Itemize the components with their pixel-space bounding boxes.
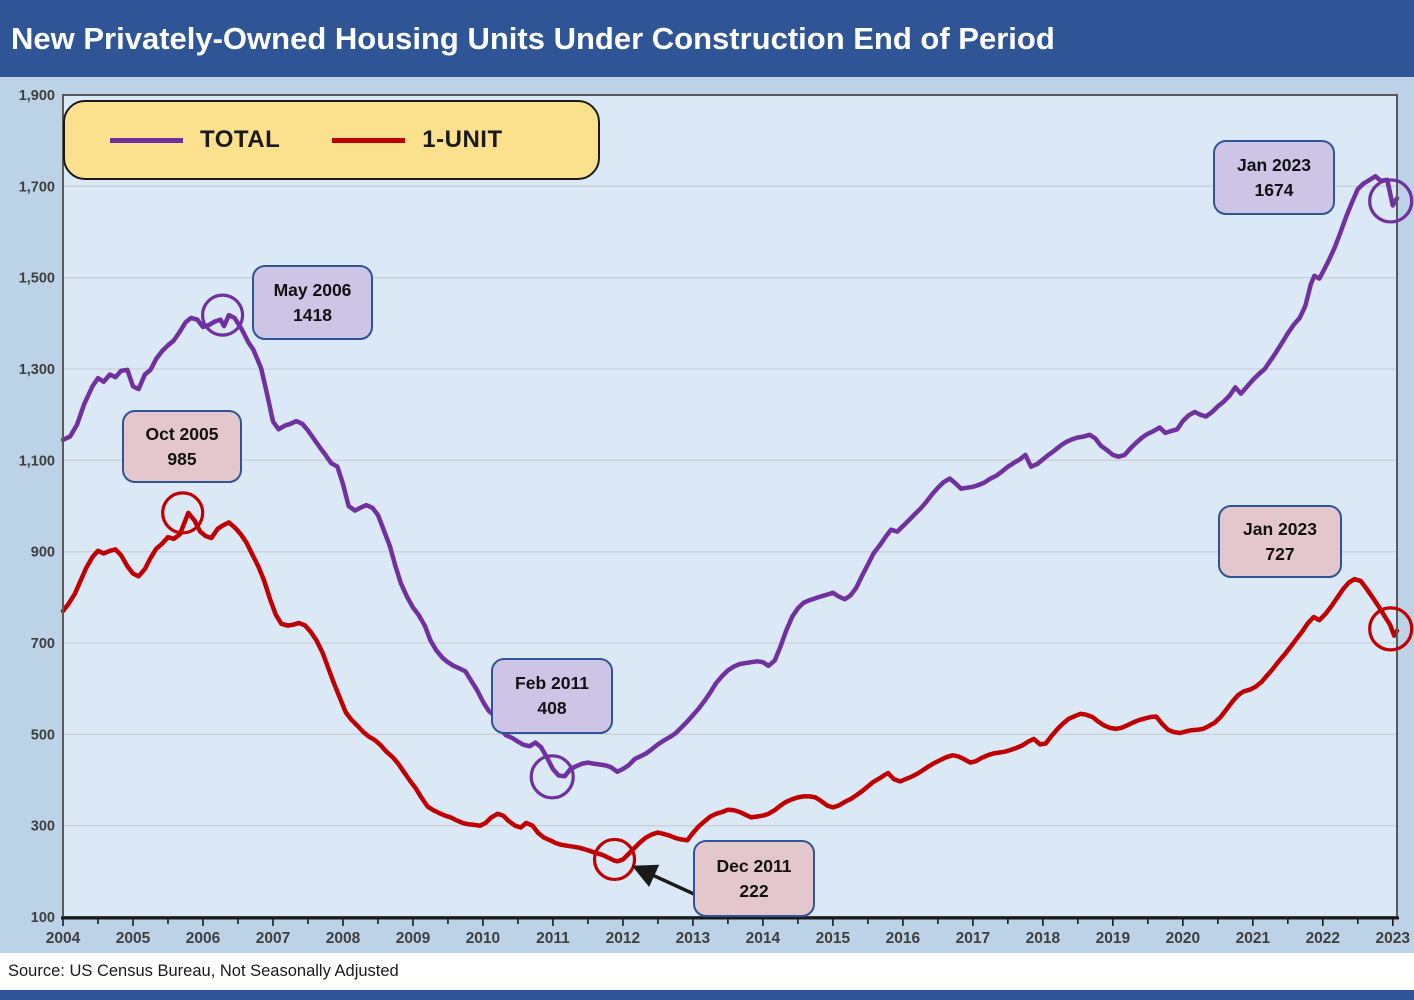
annotation-date: May 2006	[273, 279, 352, 300]
x-tick-label: 2009	[396, 930, 431, 947]
chart-canvas: 2004 2005 2006 2007 2008 2009 2010 2011 2012 2013…	[19, 88, 1414, 947]
x-tick-label: 2011	[536, 930, 570, 947]
y-tick-label: 1,900	[19, 88, 55, 104]
annotation-value: 1418	[293, 304, 332, 325]
x-tick-label: 2015	[816, 930, 851, 947]
annotation-date: Jan 2023	[1237, 154, 1311, 175]
total-line-swatch	[110, 137, 183, 143]
x-tick-label: 2023	[1376, 930, 1411, 947]
x-tick-label: 2010	[466, 930, 500, 947]
y-tick-label: 300	[31, 819, 55, 835]
annotation-jan-2023-total: Jan 2023 1674	[1213, 140, 1335, 215]
y-tick-label: 1,300	[19, 362, 55, 378]
x-tick-label: 2013	[676, 930, 711, 947]
x-tick-label: 2022	[1306, 930, 1340, 947]
source-note: Source: US Census Bureau, Not Seasonally…	[8, 962, 399, 980]
y-tick-label: 1,700	[19, 179, 55, 195]
annotation-feb-2011: Feb 2011 408	[491, 658, 613, 734]
legend-label-total: TOTAL	[200, 126, 281, 153]
x-tick-label: 2019	[1096, 930, 1131, 947]
x-tick-label: 2008	[326, 930, 361, 947]
x-tick-label: 2020	[1166, 930, 1200, 947]
plot-area	[63, 95, 1397, 917]
marker-circle-1-unit	[161, 491, 205, 535]
annotation-date: Dec 2011	[716, 855, 792, 876]
annotation-date: Oct 2005	[145, 423, 219, 444]
source-strip: Source: US Census Bureau, Not Seasonally…	[0, 953, 1414, 990]
y-tick-label: 100	[31, 910, 55, 926]
x-tick-label: 2007	[256, 930, 290, 947]
marker-circle-1-unit	[592, 837, 637, 882]
footer-bar	[0, 990, 1414, 1000]
annotation-date: Feb 2011	[515, 673, 589, 693]
annotation-value: 985	[167, 448, 197, 469]
legend-label-one-unit: 1-UNIT	[422, 126, 503, 153]
page-title: New Privately-Owned Housing Units Under …	[0, 0, 1414, 77]
legend: TOTAL 1-UNIT	[63, 100, 600, 180]
x-tick-label: 2005	[116, 930, 151, 947]
annotation-oct-2005: Oct 2005 985	[122, 410, 242, 483]
y-tick-label: 900	[31, 545, 55, 561]
x-tick-label: 2012	[606, 930, 640, 947]
series-line-1-unit	[60, 510, 1400, 864]
marker-circle-total	[200, 293, 245, 337]
annotation-value: 727	[1265, 543, 1295, 564]
y-tick-label: 1,500	[19, 271, 55, 287]
marker-circle-total	[529, 754, 575, 800]
marker-circle-1-unit	[1368, 606, 1414, 652]
series-line-total	[60, 174, 1400, 779]
annotation-dec-2011: Dec 2011 222	[693, 840, 815, 917]
x-tick-label: 2004	[46, 930, 81, 947]
annotation-may-2006: May 2006 1418	[252, 265, 373, 340]
chart-region: 2004 2005 2006 2007 2008 2009 2010 2011 2012 2013…	[0, 77, 1414, 953]
marker-circle-total	[1368, 178, 1414, 224]
x-tick-label: 2006	[186, 930, 221, 947]
x-tick-label: 2017	[956, 930, 990, 947]
x-tick-label: 2018	[1026, 930, 1061, 947]
x-tick-label: 2021	[1236, 930, 1271, 947]
annotation-value: 1674	[1254, 179, 1294, 200]
one-unit-line-swatch	[332, 137, 406, 143]
y-tick-label: 1,100	[19, 453, 55, 469]
annotation-date: Jan 2023	[1243, 518, 1317, 539]
x-tick-label: 2016	[886, 930, 921, 947]
y-tick-label: 700	[31, 636, 55, 652]
annotation-jan-2023-1unit: Jan 2023 727	[1218, 505, 1342, 578]
x-tick-label: 2014	[746, 930, 781, 947]
callout-arrow	[631, 864, 696, 896]
y-tick-label: 500	[31, 727, 55, 743]
annotation-value: 222	[739, 880, 769, 901]
annotation-value: 408	[537, 698, 567, 718]
